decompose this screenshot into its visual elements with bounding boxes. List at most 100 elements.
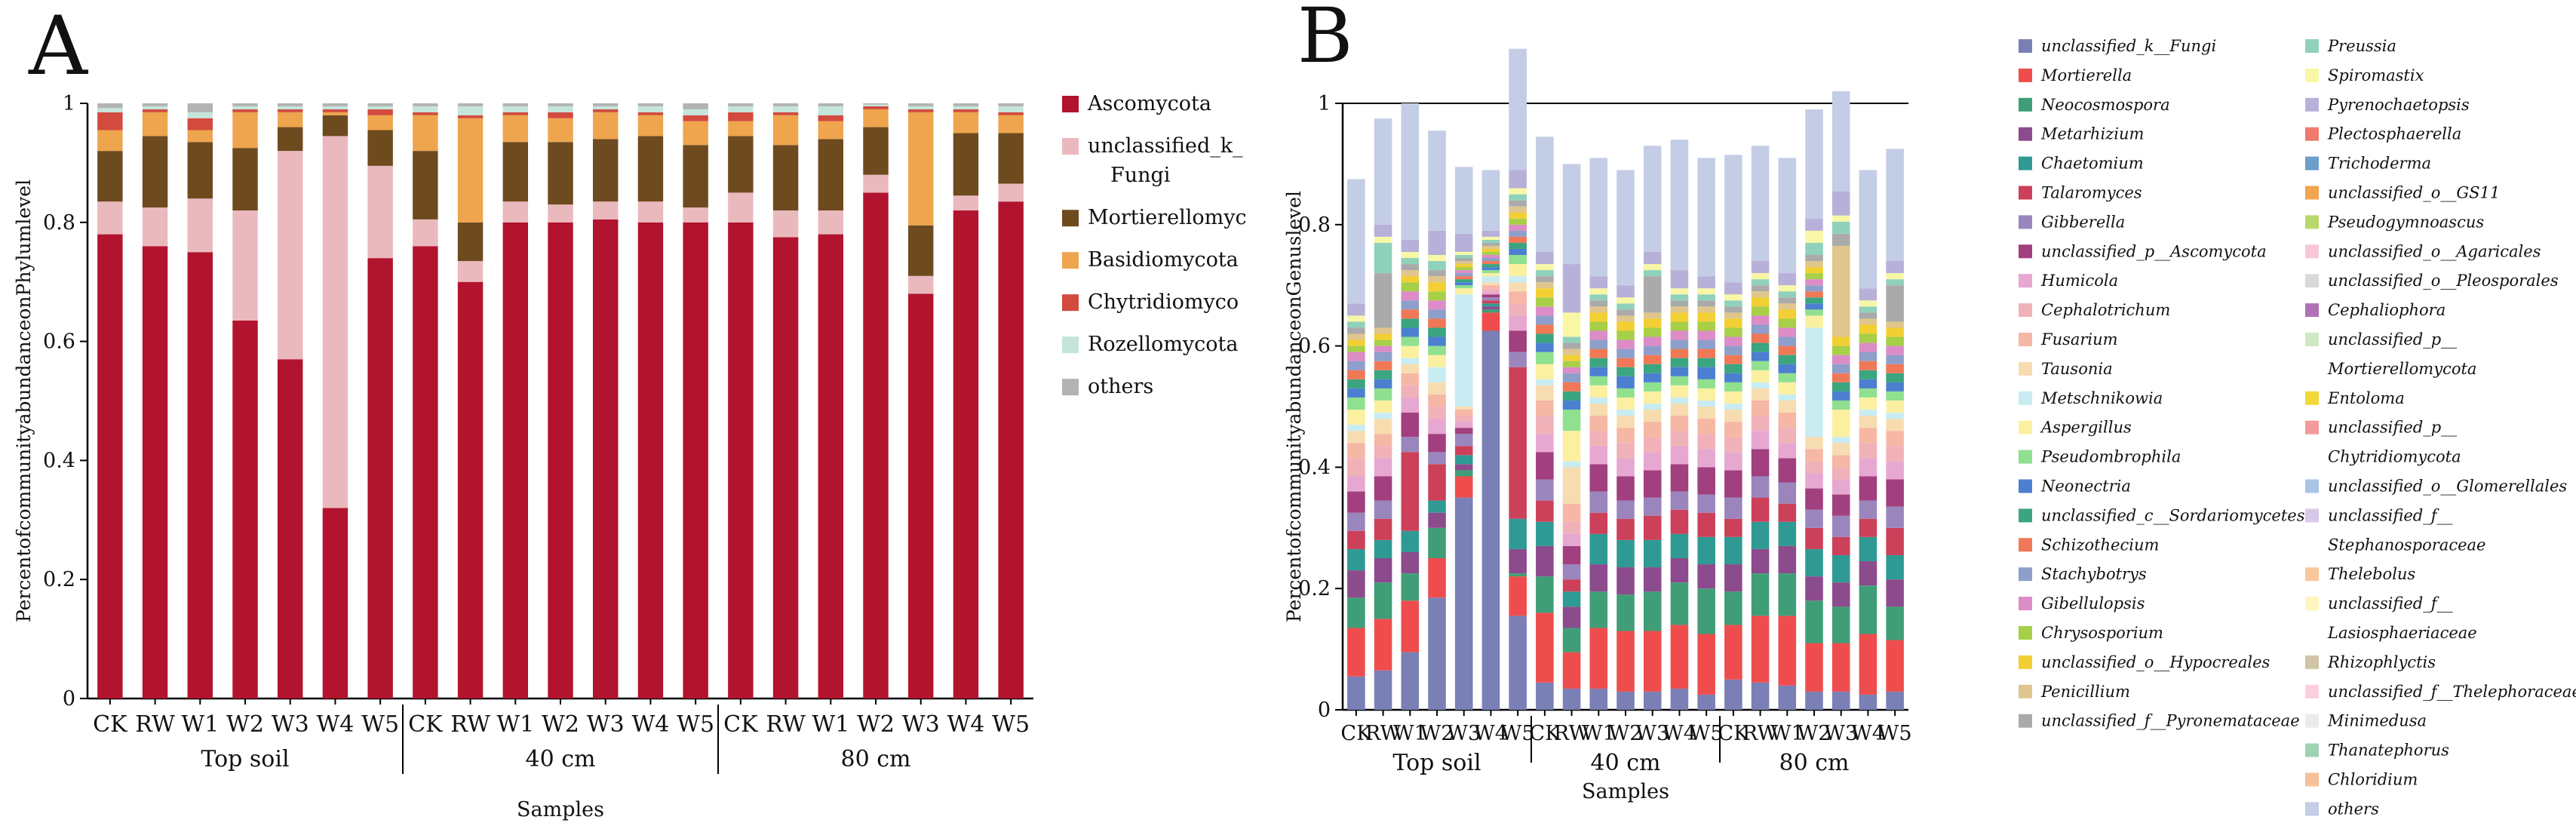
bar-segment-chytridiomycota-16 [818,115,844,121]
bar-segment-unclassified_k_fungi-0 [97,201,123,235]
y-tick-label: 0.2 [43,568,75,591]
bar-segment-spiromastix-14 [1724,294,1742,301]
bar-segment-neocosmospora-15 [1751,573,1770,616]
bar-segment-unclassified_k_fungi-6 [367,165,393,259]
y-tick-label: 0.4 [43,449,75,472]
x-tick-label: W1 [1770,722,1804,745]
bar-segment-gibberella-19 [1859,500,1878,519]
bar-segment-tausonia-19 [1859,416,1878,428]
bar-segment-neonectria-10 [1617,376,1635,388]
bar-segment-cephalotrichum-9 [1589,431,1608,447]
bar-segment-unclassified-o-hypocreales-12 [1670,312,1689,322]
bar-segment-rozellomycota-13 [683,109,708,115]
bar-segment-metarhizium-1 [1374,558,1392,583]
bar-segment-mortierellomycota-12 [637,136,664,202]
bar-segment-gibellulopsis-0 [1347,352,1365,361]
bar-segment-stachybotrys-18 [1831,364,1850,373]
bar-segment-others-4 [1454,167,1473,234]
bar-segment-penicillium-20 [1886,321,1904,328]
bar-segment-mortierellomycota-2 [187,142,213,199]
bar-segment-preussia-6 [1509,194,1527,201]
bar-segment-chaetomium-17 [1805,548,1823,577]
bar-segment-chaetomium-14 [1724,536,1742,565]
bar-segment-mortierella-17 [1805,643,1823,692]
x-tick-label: W5 [1690,722,1724,745]
bar-segment-fusarium-4 [1454,410,1473,416]
bar-segment-others-9 [1589,158,1608,277]
bar-segment-pseudombrophila-3 [1428,345,1446,355]
bar-segment-rozellomycota-17 [863,104,889,106]
group-label: Top soil [1392,750,1481,776]
bar-segment-chaetomium-6 [1509,518,1527,549]
bar-segment-pyrenochaetopsis-16 [1778,273,1797,286]
bar-segment-pyrenochaetopsis-13 [1697,276,1715,289]
bar-segment-basidiomycota-0 [97,130,123,152]
bar-segment-chytridiomycota-14 [728,112,754,121]
bar-segment-metschnikowia-8 [1562,461,1581,468]
bar-segment-basidiomycota-7 [413,115,438,152]
bar-segment-stachybotrys-3 [1428,309,1446,319]
legend-label: unclassified_c__Sordariomycetes [2041,506,2305,524]
bar-segment-aspergillus-17 [1805,315,1823,328]
legend-swatch-thanatephorus [2305,743,2319,757]
bar-segment-rozellomycota-14 [728,106,754,112]
bar-segment-stachybotrys-7 [1536,315,1554,325]
bar-segment-chaetomium-5 [1481,303,1500,307]
bar-segment-unclassified-o-hypocreales-4 [1454,264,1473,268]
bar-segment-others-19 [1859,170,1878,289]
bar-segment-unclassified-k-fungi-9 [1589,688,1608,710]
bar-segment-stachybotrys-10 [1617,348,1635,358]
bar-segment-aspergillus-9 [1589,385,1608,398]
bar-segment-gibberella-4 [1454,434,1473,447]
bar-segment-unclassified-o-hypocreales-15 [1751,297,1770,307]
bar-segment-cephalotrichum-2 [1401,385,1420,398]
bar-segment-chytridiomycota-2 [187,118,213,130]
bar-segment-spiromastix-3 [1428,255,1446,262]
bar-segment-pseudombrophila-7 [1536,352,1554,364]
bar-segment-metarhizium-17 [1805,576,1823,601]
bar-segment-chaetomium-3 [1428,500,1446,513]
bar-segment-cephalotrichum-12 [1670,431,1689,447]
bar-segment-neonectria-4 [1454,282,1473,286]
bar-segment-humicola-10 [1617,458,1635,477]
bar-segment-gibellulopsis-15 [1751,315,1770,325]
legend-swatch-unclassified-f-thelephoraceae [2305,684,2319,699]
bar-segment-others-3 [1428,130,1446,231]
bar-segment-preussia-15 [1751,279,1770,286]
bar-segment-unclassified-p-ascomycota-9 [1589,464,1608,492]
bar-segment-unclassified-f-pyronemataceae-4 [1454,258,1473,262]
bar-segment-neocosmospora-20 [1886,606,1904,640]
bar-segment-others-1 [142,103,168,106]
legend-swatch-stachybotrys [2019,567,2032,582]
bar-segment-chaetomium-10 [1617,539,1635,568]
bar-segment-unclassified-k-fungi-0 [1347,676,1365,710]
bar-segment-basidiomycota-15 [772,115,799,146]
bar-segment-chrysosporium-6 [1509,218,1527,225]
bar-segment-schizothecium-16 [1778,345,1797,355]
bar-segment-unclassified-f-pyronemataceae-16 [1778,297,1797,304]
bar-segment-unclassified-p-ascomycota-5 [1481,294,1500,298]
bar-segment-metschnikowia-19 [1859,410,1878,416]
bar-segment-spiromastix-6 [1509,188,1527,195]
bar-segment-neonectria-11 [1643,373,1662,382]
bar-segment-gibellulopsis-9 [1589,330,1608,340]
bar-segment-fusarium-18 [1831,455,1850,468]
bar-segment-humicola-6 [1509,315,1527,331]
bar-segment-pyrenochaetopsis-10 [1617,285,1635,298]
bar-segment-chytridiomycota-20 [998,112,1024,115]
legend-label: unclassified_o__GS11 [2328,184,2500,202]
legend-label: Rhizophlyctis [2327,653,2436,671]
bar-segment-others-5 [1481,170,1500,231]
bar-segment-unclassified-f-pyronemataceae-11 [1643,276,1662,313]
bar-segment-unclassified-k-fungi-10 [1617,691,1635,710]
bar-segment-gibberella-14 [1724,497,1742,519]
bar-segment-chaetomium-0 [1347,548,1365,571]
bar-segment-neonectria-14 [1724,373,1742,382]
bar-segment-neocosmospora-16 [1778,573,1797,616]
bar-segment-others-6 [1509,48,1527,170]
bar-segment-unclassified-c-sordariomycetes-8 [1562,391,1581,401]
bar-segment-unclassified-o-hypocreales-9 [1589,312,1608,322]
bar-segment-metschnikowia-2 [1401,358,1420,364]
bar-segment-metschnikowia-15 [1751,382,1770,388]
bar-segment-tausonia-12 [1670,403,1689,416]
